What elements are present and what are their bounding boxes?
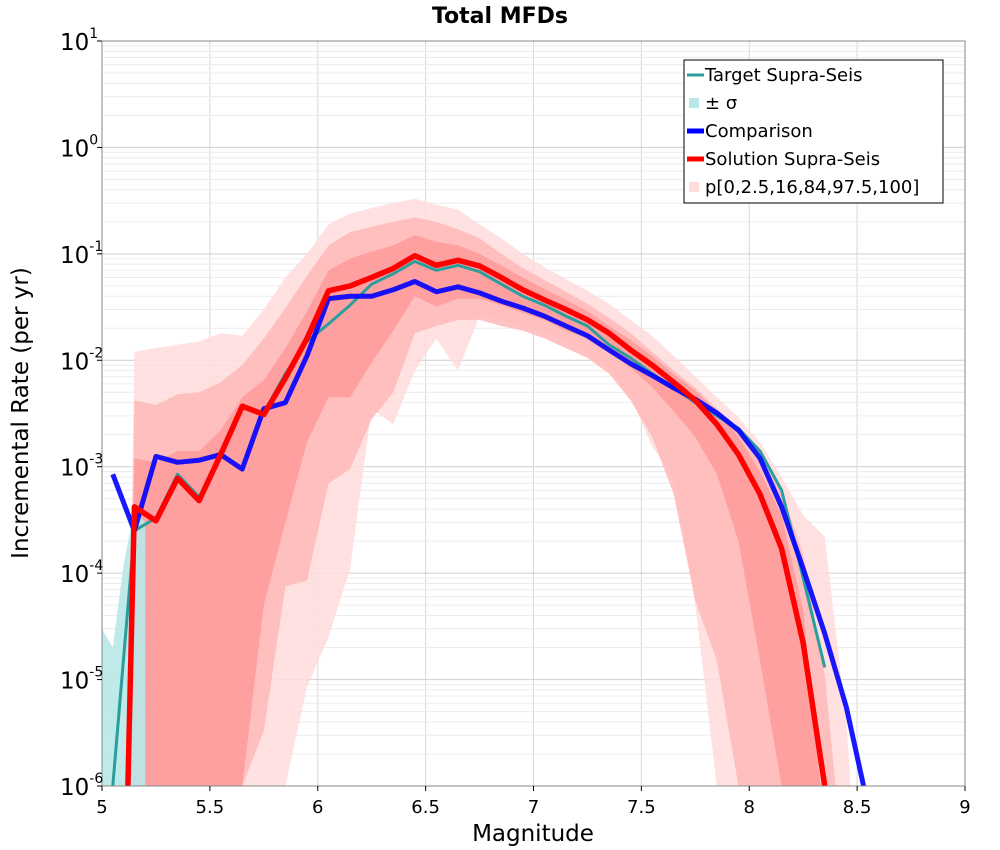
y-tick-label: 101 xyxy=(60,26,98,56)
x-tick-label: 7.5 xyxy=(627,797,656,818)
y-tick-label: 10-5 xyxy=(60,665,103,695)
legend-label: ± σ xyxy=(705,93,737,114)
legend-box xyxy=(683,59,944,204)
x-tick-label: 8 xyxy=(744,797,755,818)
legend-swatch-sigma xyxy=(689,98,699,108)
legend-swatch-band_outer xyxy=(689,182,699,192)
series-line-comparison xyxy=(110,278,867,786)
x-tick-label: 7 xyxy=(528,797,539,818)
y-axis-label: Incremental Rate (per yr) xyxy=(8,267,34,559)
legend-label: p[0,2.5,16,84,97.5,100] xyxy=(705,177,919,198)
y-axis-ticks: 101 100 10-1 10-2 10-3 10-4 10-5 10-6 xyxy=(60,26,103,801)
legend-label: Comparison xyxy=(705,121,813,142)
x-tick-label: 6.5 xyxy=(411,797,440,818)
legend-label: Target Supra-Seis xyxy=(704,65,862,86)
x-tick-label: 9 xyxy=(959,797,970,818)
y-tick-label: 10-2 xyxy=(60,345,103,375)
x-tick-label: 8.5 xyxy=(843,797,872,818)
y-tick-label: 10-1 xyxy=(60,239,103,269)
x-axis-label: Magnitude xyxy=(472,821,594,847)
series-line-solution xyxy=(125,252,828,786)
chart-title: Total MFDs xyxy=(432,4,568,29)
legend-label: Solution Supra-Seis xyxy=(705,149,880,170)
x-tick-label: 5 xyxy=(96,797,107,818)
y-tick-label: 10-3 xyxy=(60,452,103,482)
y-tick-label: 100 xyxy=(60,132,98,162)
y-tick-label: 10-4 xyxy=(60,558,103,588)
x-axis-ticks: 5 5.5 6 6.5 7 7.5 8 8.5 9 xyxy=(96,786,971,818)
x-tick-label: 5.5 xyxy=(196,797,225,818)
series-lines xyxy=(110,252,867,786)
x-tick-label: 6 xyxy=(312,797,323,818)
legend: Target Supra-Seis ± σ Comparison Solution S… xyxy=(683,59,944,204)
y-tick-label: 10-6 xyxy=(60,771,103,801)
